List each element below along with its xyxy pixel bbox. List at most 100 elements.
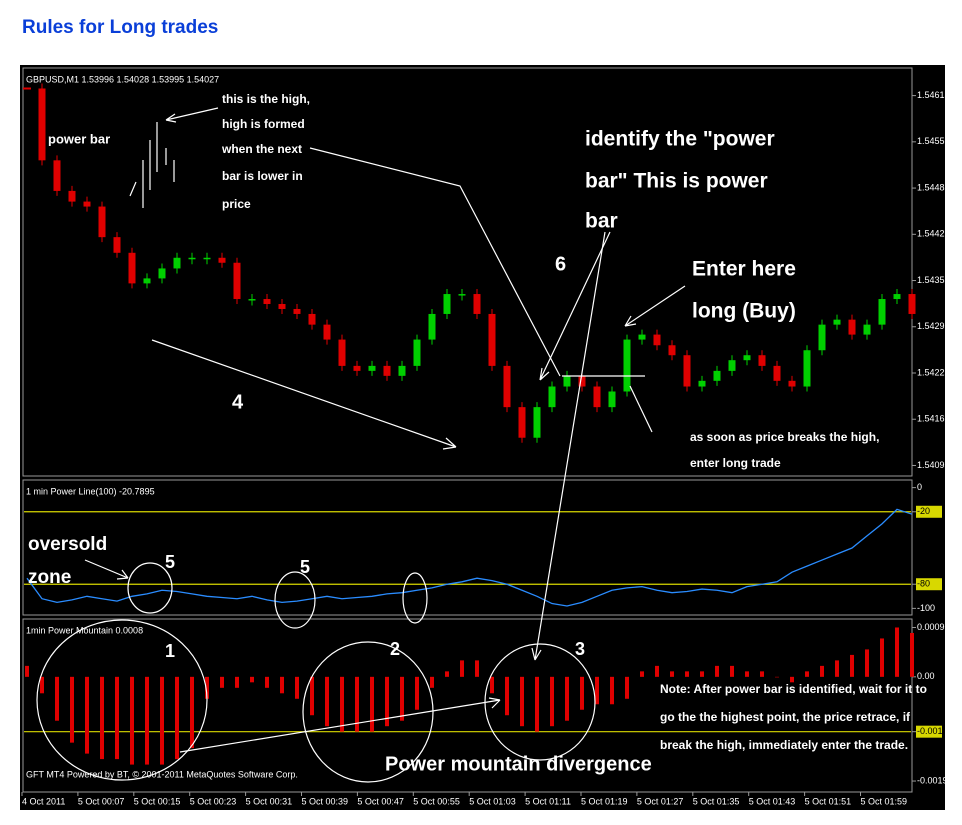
candle [143, 278, 151, 284]
y-tick-label: 1.5416 [917, 414, 945, 424]
candle [638, 334, 646, 340]
candle [683, 355, 691, 387]
candle [803, 350, 811, 387]
y-tick-label: 1.54615 [917, 90, 950, 100]
candle [443, 294, 451, 314]
arrow [84, 559, 129, 580]
bar [715, 665, 719, 677]
plot-layer: GBPUSD,M1 1.53996 1.54028 1.53995 1.5402… [21, 74, 950, 806]
candle [533, 407, 541, 438]
bar [400, 676, 404, 721]
bar [70, 676, 74, 743]
candle [398, 365, 406, 376]
candle [83, 201, 91, 207]
bar [850, 654, 854, 677]
pointer-line [309, 147, 561, 377]
arrow [624, 285, 686, 327]
bar [85, 676, 89, 754]
bar [295, 676, 299, 699]
circle [302, 641, 434, 783]
bar [55, 676, 59, 721]
bar [265, 676, 269, 688]
annotation: bar is lower in [222, 169, 303, 183]
y-tick-label: 1.54095 [917, 460, 950, 470]
bar [310, 676, 314, 716]
candle [353, 365, 361, 371]
annotation: this is the high, [222, 92, 310, 106]
bar [475, 660, 479, 677]
bar [370, 676, 374, 732]
candle [473, 294, 481, 314]
annotation: 6 [555, 253, 566, 275]
y-tick-label: 1.54355 [917, 275, 950, 285]
candle [593, 386, 601, 408]
annotation: 1 [165, 641, 175, 661]
candle [563, 375, 571, 387]
bar [610, 676, 614, 705]
y-tick-label: 0.00 [917, 671, 935, 681]
candle [128, 252, 136, 284]
bar [490, 676, 494, 694]
x-tick-label: 4 Oct 2011 [22, 796, 65, 806]
candle [368, 365, 376, 371]
candle [743, 355, 751, 361]
x-tick-label: 5 Oct 01:43 [749, 796, 796, 806]
candle [188, 257, 196, 260]
x-tick-label: 5 Oct 01:27 [637, 796, 684, 806]
y-tick-label: 0 [917, 482, 922, 492]
annotation: zone [28, 567, 71, 588]
bar [640, 671, 644, 677]
bar [550, 676, 554, 727]
bar [505, 676, 509, 716]
annotation: 3 [575, 639, 585, 659]
circle [36, 619, 208, 781]
y-tick-label: -20 [917, 506, 930, 516]
candle [653, 334, 661, 346]
annotations: power bar this is the high, high is form… [26, 92, 927, 779]
panel-label: GBPUSD,M1 1.53996 1.54028 1.53995 1.5402… [26, 74, 219, 84]
price-panel [22, 67, 913, 477]
annotation: break the high, immediately enter the tr… [660, 738, 908, 752]
candle [908, 294, 916, 314]
annotation: identify the "power [585, 128, 775, 151]
y-tick-label: 0.0009 [917, 622, 945, 632]
y-tick-label: 1.54485 [917, 182, 950, 192]
x-tick-label: 5 Oct 00:15 [134, 796, 181, 806]
bar [700, 671, 704, 677]
bar [835, 660, 839, 677]
candle [308, 313, 316, 325]
x-tick-label: 5 Oct 01:03 [469, 796, 516, 806]
candle [38, 88, 46, 161]
bar [115, 676, 119, 760]
y-tick-label: 1.5429 [917, 321, 945, 331]
candle [248, 299, 256, 301]
bar [565, 676, 569, 721]
candle [863, 324, 871, 335]
bar [760, 671, 764, 677]
annotation: Power mountain divergence [385, 753, 652, 775]
y-tick-label: 1.54225 [917, 367, 950, 377]
bar [595, 676, 599, 705]
x-tick-label: 5 Oct 00:39 [302, 796, 349, 806]
candle [788, 380, 796, 387]
y-tick-label: 1.5442 [917, 229, 945, 239]
candle [428, 313, 436, 340]
footer: GFT MT4 Powered by BT, © 2001-2011 MetaQ… [26, 769, 298, 779]
trend-arrow [151, 339, 457, 450]
candle [878, 299, 886, 325]
candle [833, 319, 841, 325]
x-tick-label: 5 Oct 01:51 [805, 796, 852, 806]
x-tick-label: 5 Oct 01:59 [861, 796, 908, 806]
bar [790, 676, 794, 683]
power-line [26, 508, 913, 607]
y-tick-label: -0.0019 [917, 775, 948, 785]
bar [535, 676, 539, 732]
candle [53, 160, 61, 191]
bar [865, 649, 869, 677]
y-tick-label: -100 [917, 603, 935, 613]
x-tick-label: 5 Oct 01:19 [581, 796, 628, 806]
tick-highlight [916, 578, 942, 591]
arrow [539, 231, 611, 381]
bar [685, 671, 689, 677]
